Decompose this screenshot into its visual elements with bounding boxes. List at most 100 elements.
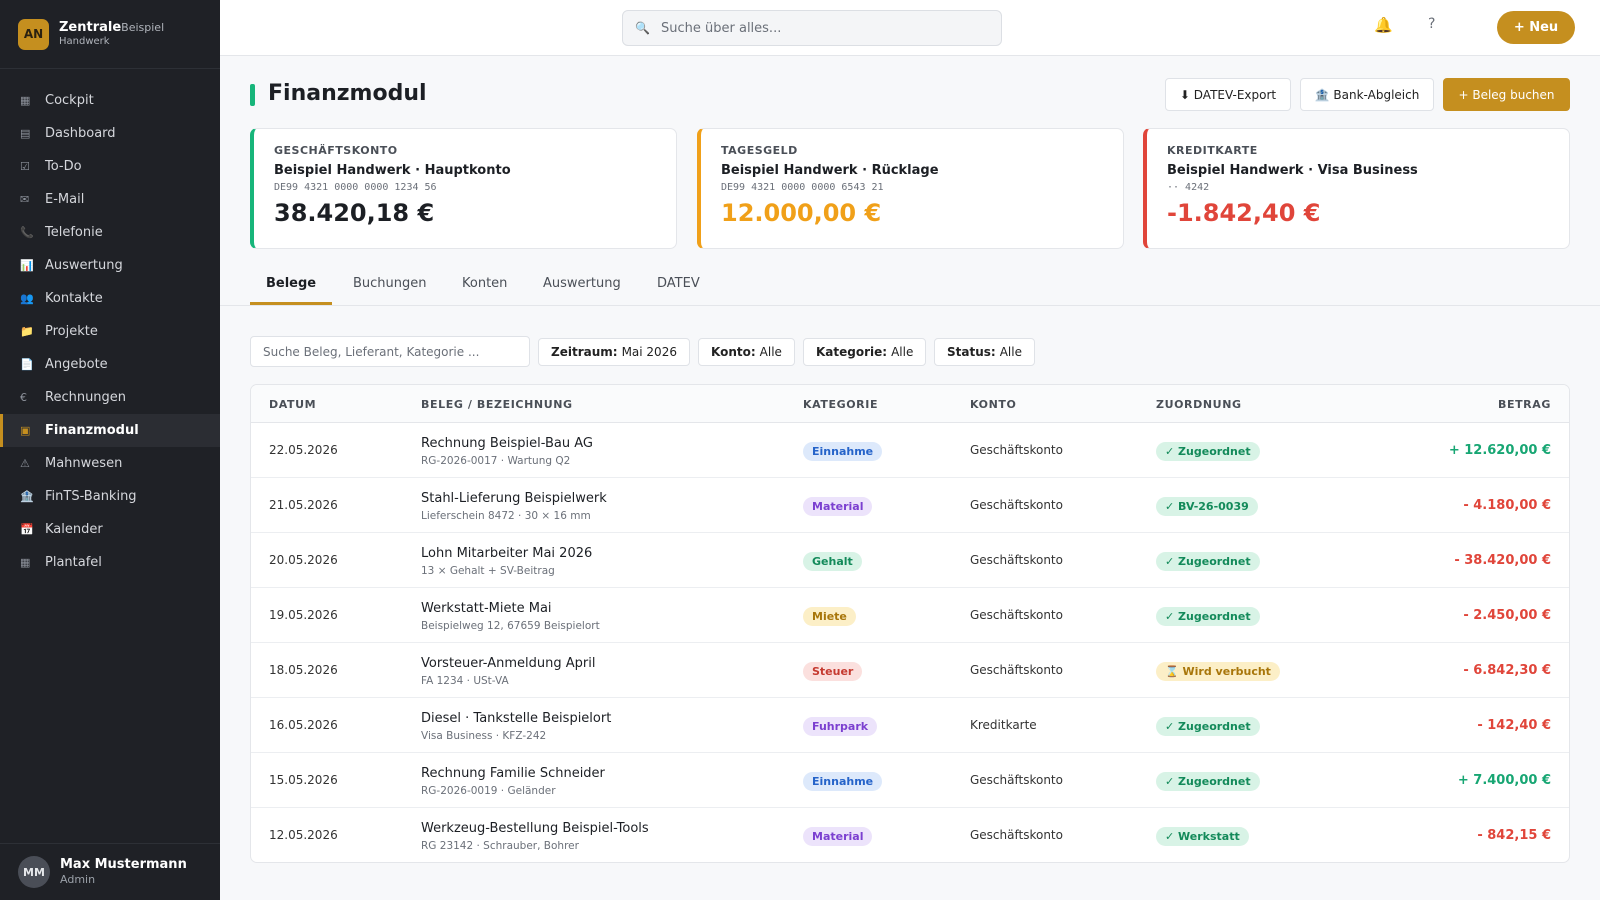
sidebar-item-label: Plantafel (45, 555, 102, 570)
sidebar-item-label: Dashboard (45, 126, 116, 141)
table-row[interactable]: 15.05.2026 Rechnung Familie Schneider RG-2… (251, 753, 1569, 808)
mail-icon: ✉ (20, 193, 30, 206)
row-amount: + 12.620,00 € (1448, 443, 1551, 458)
assignment-badge: ✓ Zugeordnet (1156, 607, 1260, 626)
filter-konto[interactable]: Konto: Alle (698, 338, 795, 366)
header-kategorie[interactable]: KATEGORIE (803, 398, 879, 411)
brand-logo: AN (18, 18, 49, 50)
account-name: Beispiel Handwerk · Visa Business (1167, 163, 1418, 178)
bell-icon[interactable]: 🔔 (1374, 16, 1393, 34)
brand-name: Zentrale (59, 20, 122, 35)
phone-icon: 📞 (20, 226, 34, 239)
row-title: Rechnung Familie Schneider (421, 766, 605, 781)
new-button[interactable]: + Neu (1497, 11, 1575, 44)
header-beleg[interactable]: BELEG / BEZEICHNUNG (421, 398, 573, 411)
bank-icon: 🏦 (20, 490, 34, 503)
sidebar-item-kalender[interactable]: 📅 Kalender (0, 513, 220, 546)
user-profile[interactable]: MM Max Mustermann Admin (0, 843, 220, 900)
sidebar-item-label: Projekte (45, 324, 98, 339)
table-row[interactable]: 20.05.2026 Lohn Mitarbeiter Mai 2026 13 × … (251, 533, 1569, 588)
warning-icon: ⚠ (20, 457, 30, 470)
table-row[interactable]: 12.05.2026 Werkzeug-Bestellung Beispiel-T… (251, 808, 1569, 862)
row-date: 20.05.2026 (269, 553, 338, 567)
tab-buchungen[interactable]: Buchungen (353, 276, 427, 291)
header-konto[interactable]: KONTO (970, 398, 1017, 411)
row-date: 19.05.2026 (269, 608, 338, 622)
assignment-badge: ✓ Zugeordnet (1156, 717, 1260, 736)
page-header: Finanzmodul ⬇ DATEV-Export 🏦 Bank-Abglei… (250, 78, 1570, 114)
board-icon: ▦ (20, 556, 31, 569)
filter-kategorie[interactable]: Kategorie: Alle (803, 338, 927, 366)
row-amount: - 6.842,30 € (1463, 663, 1551, 678)
table-row[interactable]: 19.05.2026 Werkstatt-Miete Mai Beispielweg… (251, 588, 1569, 643)
row-date: 18.05.2026 (269, 663, 338, 677)
sidebar-item-mahnwesen[interactable]: ⚠ Mahnwesen (0, 447, 220, 480)
avatar: MM (18, 856, 50, 888)
tab-belege[interactable]: Belege (266, 276, 317, 291)
sidebar-item-angebote[interactable]: 📄 Angebote (0, 348, 220, 381)
sidebar-item-dashboard[interactable]: ▤ Dashboard (0, 117, 220, 150)
table-row[interactable]: 22.05.2026 Rechnung Beispiel-Bau AG RG-202… (251, 423, 1569, 478)
filter-zeitraum[interactable]: Zeitraum: Mai 2026 (538, 338, 690, 366)
filter-value: Alle (999, 345, 1022, 359)
sidebar-item-telefonie[interactable]: 📞 Telefonie (0, 216, 220, 249)
search-input[interactable] (661, 20, 981, 36)
table-row[interactable]: 18.05.2026 Vorsteuer-Anmeldung April FA 12… (251, 643, 1569, 698)
brand[interactable]: AN ZentraleBeispiel Handwerk (0, 0, 220, 69)
category-badge: Einnahme (803, 772, 883, 791)
account-card-kreditkarte[interactable]: KREDITKARTE Beispiel Handwerk · Visa Bus… (1143, 128, 1570, 249)
category-badge: Material (803, 497, 873, 516)
sidebar-item-label: FinTS-Banking (45, 489, 137, 504)
row-account: Geschäftskonto (970, 498, 1063, 512)
sidebar-item-e-mail[interactable]: ✉ E-Mail (0, 183, 220, 216)
category-badge: Miete (803, 607, 856, 626)
sidebar: AN ZentraleBeispiel Handwerk ▦ Cockpit ▤ Da… (0, 0, 220, 900)
account-card-geschaeftskonto[interactable]: GESCHÄFTSKONTO Beispiel Handwerk · Haupt… (250, 128, 677, 249)
sidebar-item-finanzmodul[interactable]: ▣ Finanzmodul (0, 414, 220, 447)
active-tab-indicator (250, 302, 332, 305)
assignment-badge: ✓ Zugeordnet (1156, 552, 1260, 571)
table-row[interactable]: 16.05.2026 Diesel · Tankstelle Beispielor… (251, 698, 1569, 753)
table-header: DATUM BELEG / BEZEICHNUNG KATEGORIE KONT… (251, 385, 1569, 423)
beleg-search-input[interactable] (250, 336, 530, 367)
account-balance: 38.420,18 € (274, 199, 435, 227)
sidebar-item-label: Mahnwesen (45, 456, 123, 471)
user-role: Admin (60, 873, 96, 886)
sidebar-item-fints-banking[interactable]: 🏦 FinTS-Banking (0, 480, 220, 513)
sidebar-item-plantafel[interactable]: ▦ Plantafel (0, 546, 220, 579)
belege-table: DATUM BELEG / BEZEICHNUNG KATEGORIE KONT… (250, 384, 1570, 863)
header-betrag[interactable]: BETRAG (1497, 398, 1551, 411)
filter-status[interactable]: Status: Alle (934, 338, 1035, 366)
sidebar-item-label: Kalender (45, 522, 103, 537)
sidebar-item-cockpit[interactable]: ▦ Cockpit (0, 84, 220, 117)
account-name: Beispiel Handwerk · Hauptkonto (274, 163, 511, 178)
datev-export-button[interactable]: ⬇ DATEV-Export (1165, 78, 1291, 111)
global-search[interactable]: 🔍 (622, 10, 1002, 46)
sidebar-item-to-do[interactable]: ☑ To-Do (0, 150, 220, 183)
sidebar-item-projekte[interactable]: 📁 Projekte (0, 315, 220, 348)
row-subtitle: Lieferschein 8472 · 30 × 16 mm (421, 510, 591, 522)
assignment-badge: ⌛ Wird verbucht (1156, 662, 1280, 681)
row-subtitle: Visa Business · KFZ-242 (421, 730, 547, 742)
beleg-buchen-button[interactable]: + Beleg buchen (1443, 78, 1570, 111)
filter-value: Alle (891, 345, 914, 359)
account-name: Beispiel Handwerk · Rücklage (721, 163, 939, 178)
tab-auswertung[interactable]: Auswertung (543, 276, 621, 291)
assignment-badge: ✓ Zugeordnet (1156, 772, 1260, 791)
account-card-tagesgeld[interactable]: TAGESGELD Beispiel Handwerk · Rücklage D… (697, 128, 1124, 249)
sidebar-item-rechnungen[interactable]: € Rechnungen (0, 381, 220, 414)
sidebar-item-kontakte[interactable]: 👥 Kontakte (0, 282, 220, 315)
brand-text: ZentraleBeispiel Handwerk (59, 19, 164, 49)
header-zuordnung[interactable]: ZUORDNUNG (1156, 398, 1242, 411)
tab-datev[interactable]: DATEV (657, 276, 700, 291)
document-icon: 📄 (20, 358, 34, 371)
account-iban: DE99 4321 0000 0000 1234 56 (274, 182, 437, 193)
header-datum[interactable]: DATUM (269, 398, 317, 411)
help-icon[interactable]: ? (1428, 16, 1436, 32)
table-row[interactable]: 21.05.2026 Stahl-Lieferung Beispielwerk Li… (251, 478, 1569, 533)
account-type: KREDITKARTE (1167, 144, 1258, 157)
bank-abgleich-button[interactable]: 🏦 Bank-Abgleich (1300, 78, 1434, 111)
sidebar-item-auswertung[interactable]: 📊 Auswertung (0, 249, 220, 282)
tab-konten[interactable]: Konten (462, 276, 508, 291)
account-iban: ·· 4242 (1167, 182, 1210, 193)
